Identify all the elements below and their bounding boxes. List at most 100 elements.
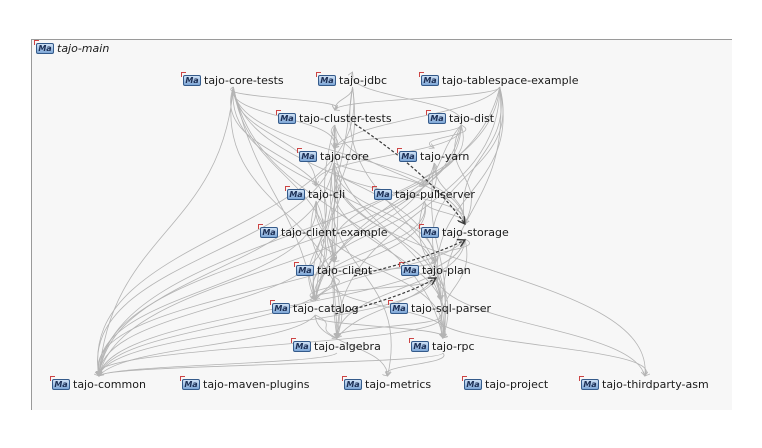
module-label: tajo-pullserver bbox=[395, 187, 475, 201]
dependency-edge-plan-to-thirdparty-asm bbox=[435, 276, 645, 376]
dependency-edge-storage-to-catalog bbox=[315, 238, 466, 300]
dependency-edge-core-tests-to-common bbox=[99, 86, 234, 376]
module-label: tajo-client bbox=[317, 263, 373, 277]
maven-module-icon: Ma bbox=[258, 223, 278, 238]
maven-module-icon: Ma bbox=[388, 299, 408, 314]
dependency-edge-catalog-to-common bbox=[99, 314, 316, 376]
module-common[interactable]: Ma tajo-common bbox=[50, 375, 146, 391]
module-label: tajo-cluster-tests bbox=[299, 111, 392, 125]
module-cluster-tests[interactable]: Ma tajo-cluster-tests bbox=[276, 109, 392, 125]
dependency-edge-core-tests-to-cli bbox=[232, 86, 316, 186]
module-client[interactable]: Ma tajo-client bbox=[294, 261, 373, 277]
dependency-edge-cli-to-common bbox=[99, 200, 317, 376]
module-label: tajo-metrics bbox=[365, 377, 432, 391]
module-label: tajo-plan bbox=[422, 263, 471, 277]
dependency-edge-dist-to-pullserver bbox=[424, 124, 462, 186]
dependency-edge-yarn-to-rpc bbox=[431, 162, 445, 338]
maven-module-icon: Ma bbox=[399, 261, 419, 276]
module-algebra[interactable]: Ma tajo-algebra bbox=[291, 337, 381, 353]
dependency-edge-core-to-plan bbox=[333, 162, 436, 262]
module-label: tajo-client-example bbox=[281, 225, 388, 239]
dependency-edge-client-example-to-catalog bbox=[313, 238, 327, 300]
module-jdbc[interactable]: Ma tajo-jdbc bbox=[316, 71, 388, 87]
highlighted-edge-cluster-tests-to-storage bbox=[354, 123, 465, 224]
module-label: tajo-yarn bbox=[420, 149, 470, 163]
maven-module-icon: Ma bbox=[462, 375, 482, 390]
dependency-edge-core-tests-to-client-example bbox=[230, 86, 327, 224]
dependency-edge-storage-to-algebra bbox=[337, 238, 466, 338]
dependency-edge-core-to-algebra bbox=[332, 162, 338, 338]
module-core-tests[interactable]: Ma tajo-core-tests bbox=[181, 71, 284, 87]
module-label: tajo-catalog bbox=[293, 301, 359, 315]
dependency-edge-cluster-tests-to-catalog bbox=[315, 124, 336, 300]
module-label: tajo-storage bbox=[442, 225, 509, 239]
module-catalog[interactable]: Ma tajo-catalog bbox=[270, 299, 359, 315]
module-project[interactable]: Ma tajo-project bbox=[462, 375, 548, 391]
maven-module-icon: Ma bbox=[372, 185, 392, 200]
dependency-edge-rpc-to-common bbox=[99, 352, 444, 376]
maven-module-icon: Ma bbox=[316, 71, 336, 86]
dependency-edge-client-example-to-common bbox=[99, 238, 325, 376]
dependency-edge-dist-to-cli bbox=[315, 124, 462, 186]
module-label: tajo-common bbox=[73, 377, 146, 391]
module-cli[interactable]: Ma tajo-cli bbox=[285, 185, 346, 201]
dependency-edge-cluster-tests-to-storage bbox=[334, 124, 465, 224]
dependency-edge-sql-parser-to-thirdparty-asm bbox=[438, 314, 647, 376]
maven-module-icon: Ma bbox=[291, 337, 311, 352]
module-label: tajo-maven-plugins bbox=[203, 377, 310, 391]
module-yarn[interactable]: Ma tajo-yarn bbox=[397, 147, 470, 163]
maven-module-icon: Ma bbox=[50, 375, 70, 390]
dependency-edge-sql-parser-to-common bbox=[98, 314, 442, 376]
dependency-edge-tablespace-example-to-sql-parser bbox=[436, 86, 504, 300]
module-core[interactable]: Ma tajo-core bbox=[297, 147, 369, 163]
root-module-label: tajo-main bbox=[57, 41, 110, 55]
maven-module-icon: Ma bbox=[294, 261, 314, 276]
maven-module-icon: Ma bbox=[276, 109, 296, 124]
dependency-edge-core-to-storage bbox=[333, 162, 465, 224]
dependency-edge-yarn-to-common bbox=[99, 162, 435, 376]
module-sql-parser[interactable]: Ma tajo-sql-parser bbox=[388, 299, 492, 315]
module-label: tajo-cli bbox=[308, 187, 346, 201]
module-pullserver[interactable]: Ma tajo-pullserver bbox=[372, 185, 475, 201]
dependency-edge-jdbc-to-catalog bbox=[315, 86, 353, 300]
dependency-edge-tablespace-example-to-common bbox=[99, 86, 501, 376]
maven-module-icon: Ma bbox=[397, 147, 417, 162]
module-label: tajo-thirdparty-asm bbox=[602, 377, 709, 391]
module-label: tajo-tablespace-example bbox=[442, 73, 579, 87]
dependency-edge-client-to-plan bbox=[333, 262, 436, 278]
module-client-example[interactable]: Ma tajo-client-example bbox=[258, 223, 388, 239]
module-label: tajo-sql-parser bbox=[411, 301, 492, 315]
dependency-edge-pullserver-to-common bbox=[98, 200, 426, 376]
module-plan[interactable]: Ma tajo-plan bbox=[399, 261, 471, 277]
maven-module-icon: Ma bbox=[270, 299, 290, 314]
maven-module-icon: Ma bbox=[34, 39, 54, 54]
dependency-edge-jdbc-to-client bbox=[332, 86, 356, 262]
dependency-edge-core-to-metrics bbox=[329, 162, 392, 376]
maven-module-icon: Ma bbox=[419, 223, 439, 238]
dependency-edge-algebra-to-common bbox=[99, 352, 338, 376]
maven-module-icon: Ma bbox=[181, 71, 201, 86]
module-maven-plugins[interactable]: Ma tajo-maven-plugins bbox=[180, 375, 310, 391]
module-label: tajo-jdbc bbox=[339, 73, 388, 87]
dependency-edge-dist-to-catalog bbox=[315, 124, 462, 300]
dependency-edge-tablespace-example-to-catalog bbox=[315, 86, 501, 300]
module-dist[interactable]: Ma tajo-dist bbox=[426, 109, 494, 125]
dependency-edge-core-to-thirdparty-asm bbox=[333, 162, 646, 376]
module-rpc[interactable]: Ma tajo-rpc bbox=[409, 337, 475, 353]
dependency-edge-core-to-pullserver bbox=[333, 162, 425, 186]
module-tablespace-example[interactable]: Ma tajo-tablespace-example bbox=[419, 71, 579, 87]
dependency-edge-cli-to-algebra bbox=[310, 200, 343, 338]
maven-module-icon: Ma bbox=[419, 71, 439, 86]
dependency-edge-catalog-to-metrics bbox=[314, 314, 387, 376]
module-metrics[interactable]: Ma tajo-metrics bbox=[342, 375, 432, 391]
module-thirdparty-asm[interactable]: Ma tajo-thirdparty-asm bbox=[579, 375, 709, 391]
dependency-edge-rpc-to-metrics bbox=[386, 352, 445, 376]
root-module[interactable]: Ma tajo-main bbox=[34, 39, 110, 55]
module-storage[interactable]: Ma tajo-storage bbox=[419, 223, 509, 239]
dependency-edge-dist-to-core bbox=[334, 124, 462, 148]
dependency-edge-plan-to-common bbox=[99, 276, 437, 376]
highlighted-edge-catalog-to-plan bbox=[335, 278, 436, 315]
dependency-edge-dist-to-common bbox=[99, 124, 462, 376]
dependency-edge-dist-to-yarn bbox=[429, 124, 467, 148]
dependency-edge-catalog-to-rpc bbox=[314, 314, 444, 338]
